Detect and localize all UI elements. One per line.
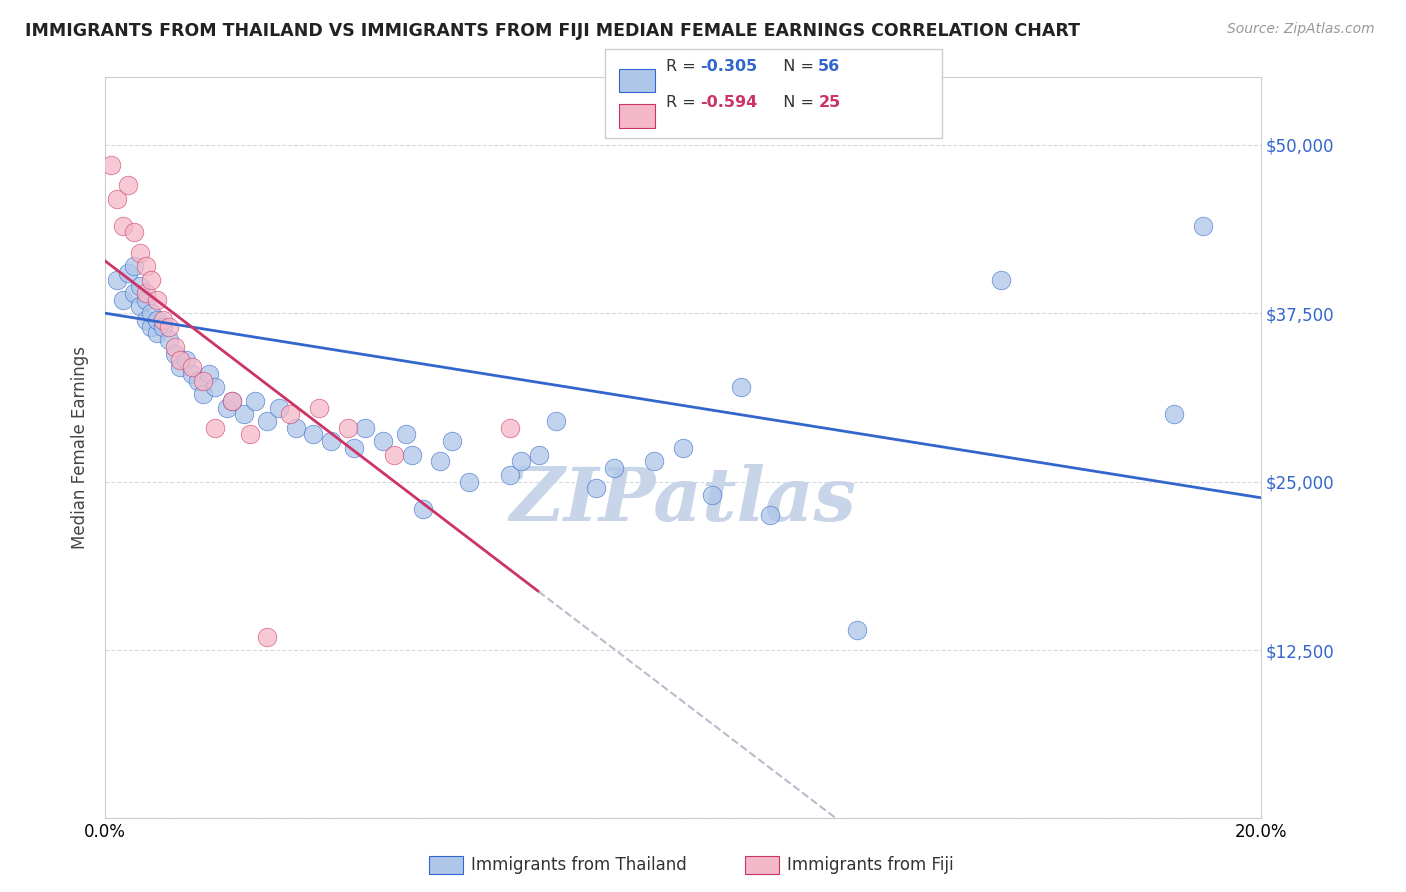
Point <box>204 380 226 394</box>
Point <box>141 272 163 286</box>
Point <box>174 353 197 368</box>
Point <box>187 374 209 388</box>
Point <box>401 448 423 462</box>
Point <box>135 259 157 273</box>
Point <box>336 421 359 435</box>
Point <box>135 285 157 300</box>
Point <box>429 454 451 468</box>
Text: 56: 56 <box>818 60 841 74</box>
Text: Source: ZipAtlas.com: Source: ZipAtlas.com <box>1227 22 1375 37</box>
Point <box>135 293 157 307</box>
Point <box>239 427 262 442</box>
Text: R =: R = <box>666 60 702 74</box>
Point <box>122 259 145 273</box>
Point <box>105 192 128 206</box>
Point <box>700 488 723 502</box>
Point <box>122 226 145 240</box>
Point <box>135 313 157 327</box>
Point <box>232 407 254 421</box>
Point <box>382 448 405 462</box>
Point <box>221 393 243 408</box>
Text: Immigrants from Thailand: Immigrants from Thailand <box>471 856 686 874</box>
Point <box>544 414 567 428</box>
Point <box>169 353 191 368</box>
Point <box>100 158 122 172</box>
Text: Immigrants from Fiji: Immigrants from Fiji <box>787 856 955 874</box>
Point <box>354 421 377 435</box>
Point <box>302 427 325 442</box>
Point <box>180 360 202 375</box>
Point <box>845 623 868 637</box>
Point <box>193 387 215 401</box>
Point <box>319 434 342 449</box>
Point <box>193 374 215 388</box>
Point <box>111 219 134 233</box>
Point <box>128 245 150 260</box>
Point <box>146 293 169 307</box>
Point <box>308 401 330 415</box>
Point <box>256 630 278 644</box>
Point <box>499 421 522 435</box>
Point <box>245 393 267 408</box>
Point <box>157 333 180 347</box>
Text: 25: 25 <box>818 95 841 110</box>
Point <box>146 326 169 341</box>
Point <box>267 401 290 415</box>
Point <box>395 427 418 442</box>
Point <box>215 401 238 415</box>
Point <box>510 454 533 468</box>
Point <box>585 481 607 495</box>
Point <box>221 393 243 408</box>
Point <box>643 454 665 468</box>
Point <box>1163 407 1185 421</box>
Point <box>128 300 150 314</box>
Point <box>117 178 139 193</box>
Point <box>163 346 186 360</box>
Point <box>163 340 186 354</box>
Point <box>759 508 782 523</box>
Point <box>141 319 163 334</box>
Point <box>412 501 434 516</box>
Text: IMMIGRANTS FROM THAILAND VS IMMIGRANTS FROM FIJI MEDIAN FEMALE EARNINGS CORRELAT: IMMIGRANTS FROM THAILAND VS IMMIGRANTS F… <box>25 22 1080 40</box>
Point <box>122 285 145 300</box>
Point <box>499 467 522 482</box>
Point <box>730 380 752 394</box>
Point <box>128 279 150 293</box>
Point <box>458 475 481 489</box>
Point <box>157 319 180 334</box>
Point <box>343 441 366 455</box>
Text: N =: N = <box>773 60 820 74</box>
Point <box>169 360 191 375</box>
Point <box>440 434 463 449</box>
Point <box>527 448 550 462</box>
Point <box>603 461 626 475</box>
Text: ZIPatlas: ZIPatlas <box>510 464 856 536</box>
Point <box>256 414 278 428</box>
Text: -0.305: -0.305 <box>700 60 758 74</box>
Point <box>672 441 695 455</box>
Text: N =: N = <box>773 95 820 110</box>
Point <box>152 313 174 327</box>
Point <box>284 421 307 435</box>
Point <box>204 421 226 435</box>
Text: -0.594: -0.594 <box>700 95 758 110</box>
Point <box>990 272 1012 286</box>
Text: R =: R = <box>666 95 702 110</box>
Point <box>105 272 128 286</box>
Point <box>198 367 221 381</box>
Point <box>146 313 169 327</box>
Point <box>117 266 139 280</box>
Point <box>278 407 301 421</box>
Point <box>371 434 394 449</box>
Point <box>152 319 174 334</box>
Point <box>141 306 163 320</box>
Point <box>111 293 134 307</box>
Point <box>180 367 202 381</box>
Point <box>1192 219 1215 233</box>
Y-axis label: Median Female Earnings: Median Female Earnings <box>72 346 89 549</box>
